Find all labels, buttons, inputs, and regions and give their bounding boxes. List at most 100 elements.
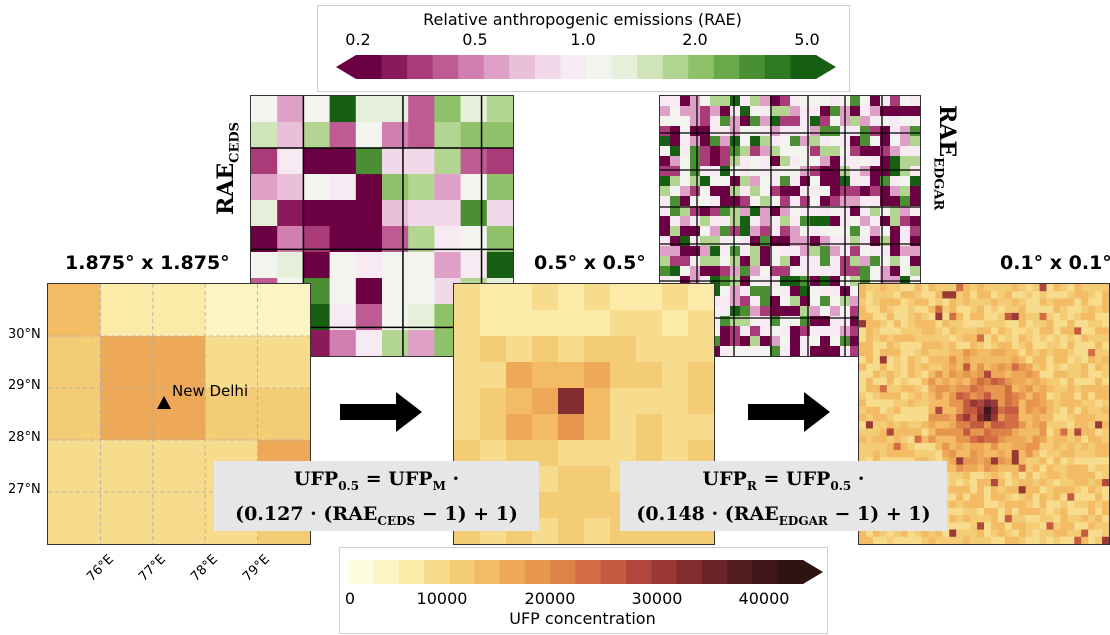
ufp-cell: [963, 421, 971, 429]
rae-cell: [870, 236, 881, 247]
ufp-cell: [1095, 341, 1103, 350]
ufp-cell: [1067, 500, 1075, 509]
rae-cell: [760, 216, 771, 227]
ufp-cell: [914, 450, 922, 458]
ufp-cell: [1067, 327, 1075, 336]
ufp-cell: [865, 305, 874, 314]
ufp-colorbar-title: UFP concentration: [509, 609, 656, 628]
ufp-cell: [942, 298, 950, 307]
ufp-cell: [1039, 442, 1047, 451]
ufp-cell: [949, 385, 957, 393]
ufp-cell: [907, 414, 916, 422]
rae-cell: [670, 256, 681, 267]
rae-cell: [820, 116, 831, 127]
ufp-cell: [506, 414, 533, 441]
ufp-cell: [886, 442, 895, 451]
rae-cell: [790, 206, 801, 217]
ufp-cell: [935, 399, 943, 408]
ufp-cell: [859, 291, 867, 299]
mid-resolution-title: 0.5° x 0.5°: [534, 252, 646, 274]
ufp-cell: [1004, 507, 1013, 516]
ufp-cell: [1011, 284, 1020, 292]
rae-cell: [850, 106, 861, 117]
rae-cell: [730, 216, 741, 227]
rae-cell: [800, 326, 811, 337]
ufp-cell: [1088, 320, 1096, 328]
colorbar-bin: [499, 560, 526, 584]
rae-cell: [770, 296, 781, 307]
ufp-cell: [636, 284, 663, 311]
rae-cell: [660, 166, 671, 177]
ufp-cell: [865, 320, 874, 328]
ufp-cell: [949, 457, 957, 466]
ufp-cell: [963, 428, 971, 437]
ufp-cell: [1060, 377, 1068, 386]
ufp-tick: 40000: [738, 589, 790, 608]
rae-cell: [720, 96, 731, 107]
ufp-cell: [1053, 435, 1061, 444]
ufp-cell: [1011, 341, 1020, 350]
rae-cell: [860, 246, 871, 257]
rae-cell: [810, 256, 821, 267]
ufp-cell: [984, 529, 992, 538]
ufp-cell: [990, 291, 999, 299]
ufp-cell: [1046, 500, 1054, 509]
rae-cell: [700, 266, 711, 277]
ufp-cell: [900, 435, 909, 444]
ufp-cell: [1039, 406, 1047, 415]
ufp-cell: [1053, 428, 1061, 437]
ufp-cell: [48, 440, 101, 493]
ufp-cell: [1067, 471, 1075, 480]
ufp-cell: [893, 320, 902, 328]
ufp-cell: [907, 536, 916, 544]
ufp-cell: [1067, 377, 1075, 386]
ufp-cell: [1018, 399, 1027, 408]
ufp-cell: [1060, 493, 1068, 502]
ufp-cell: [100, 440, 154, 493]
ufp-cell: [886, 284, 895, 292]
rae-cell: [670, 156, 681, 167]
ufp-cell: [893, 327, 902, 336]
ufp-cell: [970, 349, 978, 357]
ufp-cell: [977, 507, 985, 516]
ufp-cell: [984, 479, 992, 487]
ufp-cell: [1067, 370, 1075, 379]
rae-cell: [460, 200, 488, 227]
ufp-cell: [1039, 464, 1047, 473]
ufp-cell: [1074, 536, 1082, 544]
ufp-cell: [997, 298, 1006, 307]
rae-cell: [382, 200, 409, 227]
ufp-cell: [662, 414, 689, 441]
rae-cell: [740, 346, 751, 356]
ufp-cell: [879, 334, 888, 343]
ufp-cell: [1074, 486, 1082, 494]
rae-cell: [820, 156, 831, 167]
ufp-cell: [865, 356, 874, 364]
rae-cell: [890, 266, 901, 277]
ufp-cell: [990, 414, 999, 422]
rae-cell: [700, 166, 711, 177]
ufp-cell: [1060, 305, 1068, 314]
rae-cell: [750, 346, 761, 356]
rae-cell: [408, 304, 435, 331]
ufp-cell: [1067, 392, 1075, 401]
ufp-cell: [1067, 284, 1075, 292]
rae-cell: [780, 326, 791, 337]
ufp-cell: [900, 385, 909, 393]
ufp-cell: [900, 370, 909, 379]
ufp-cell: [1025, 414, 1034, 422]
ufp-cell: [1060, 392, 1068, 401]
ufp-cell: [990, 515, 999, 523]
ufp-cell: [997, 334, 1006, 343]
rae-cell: [750, 286, 761, 297]
rae-cell: [880, 176, 891, 187]
ufp-cell: [584, 362, 611, 389]
ufp-cell: [963, 500, 971, 509]
ufp-cell: [872, 377, 881, 386]
rae-cell: [860, 226, 871, 237]
rae-cell: [660, 236, 671, 247]
ufp-cell: [997, 486, 1006, 494]
ufp-cell: [1053, 363, 1061, 372]
ufp-cell: [1046, 522, 1054, 531]
ufp-cell: [1018, 479, 1027, 487]
